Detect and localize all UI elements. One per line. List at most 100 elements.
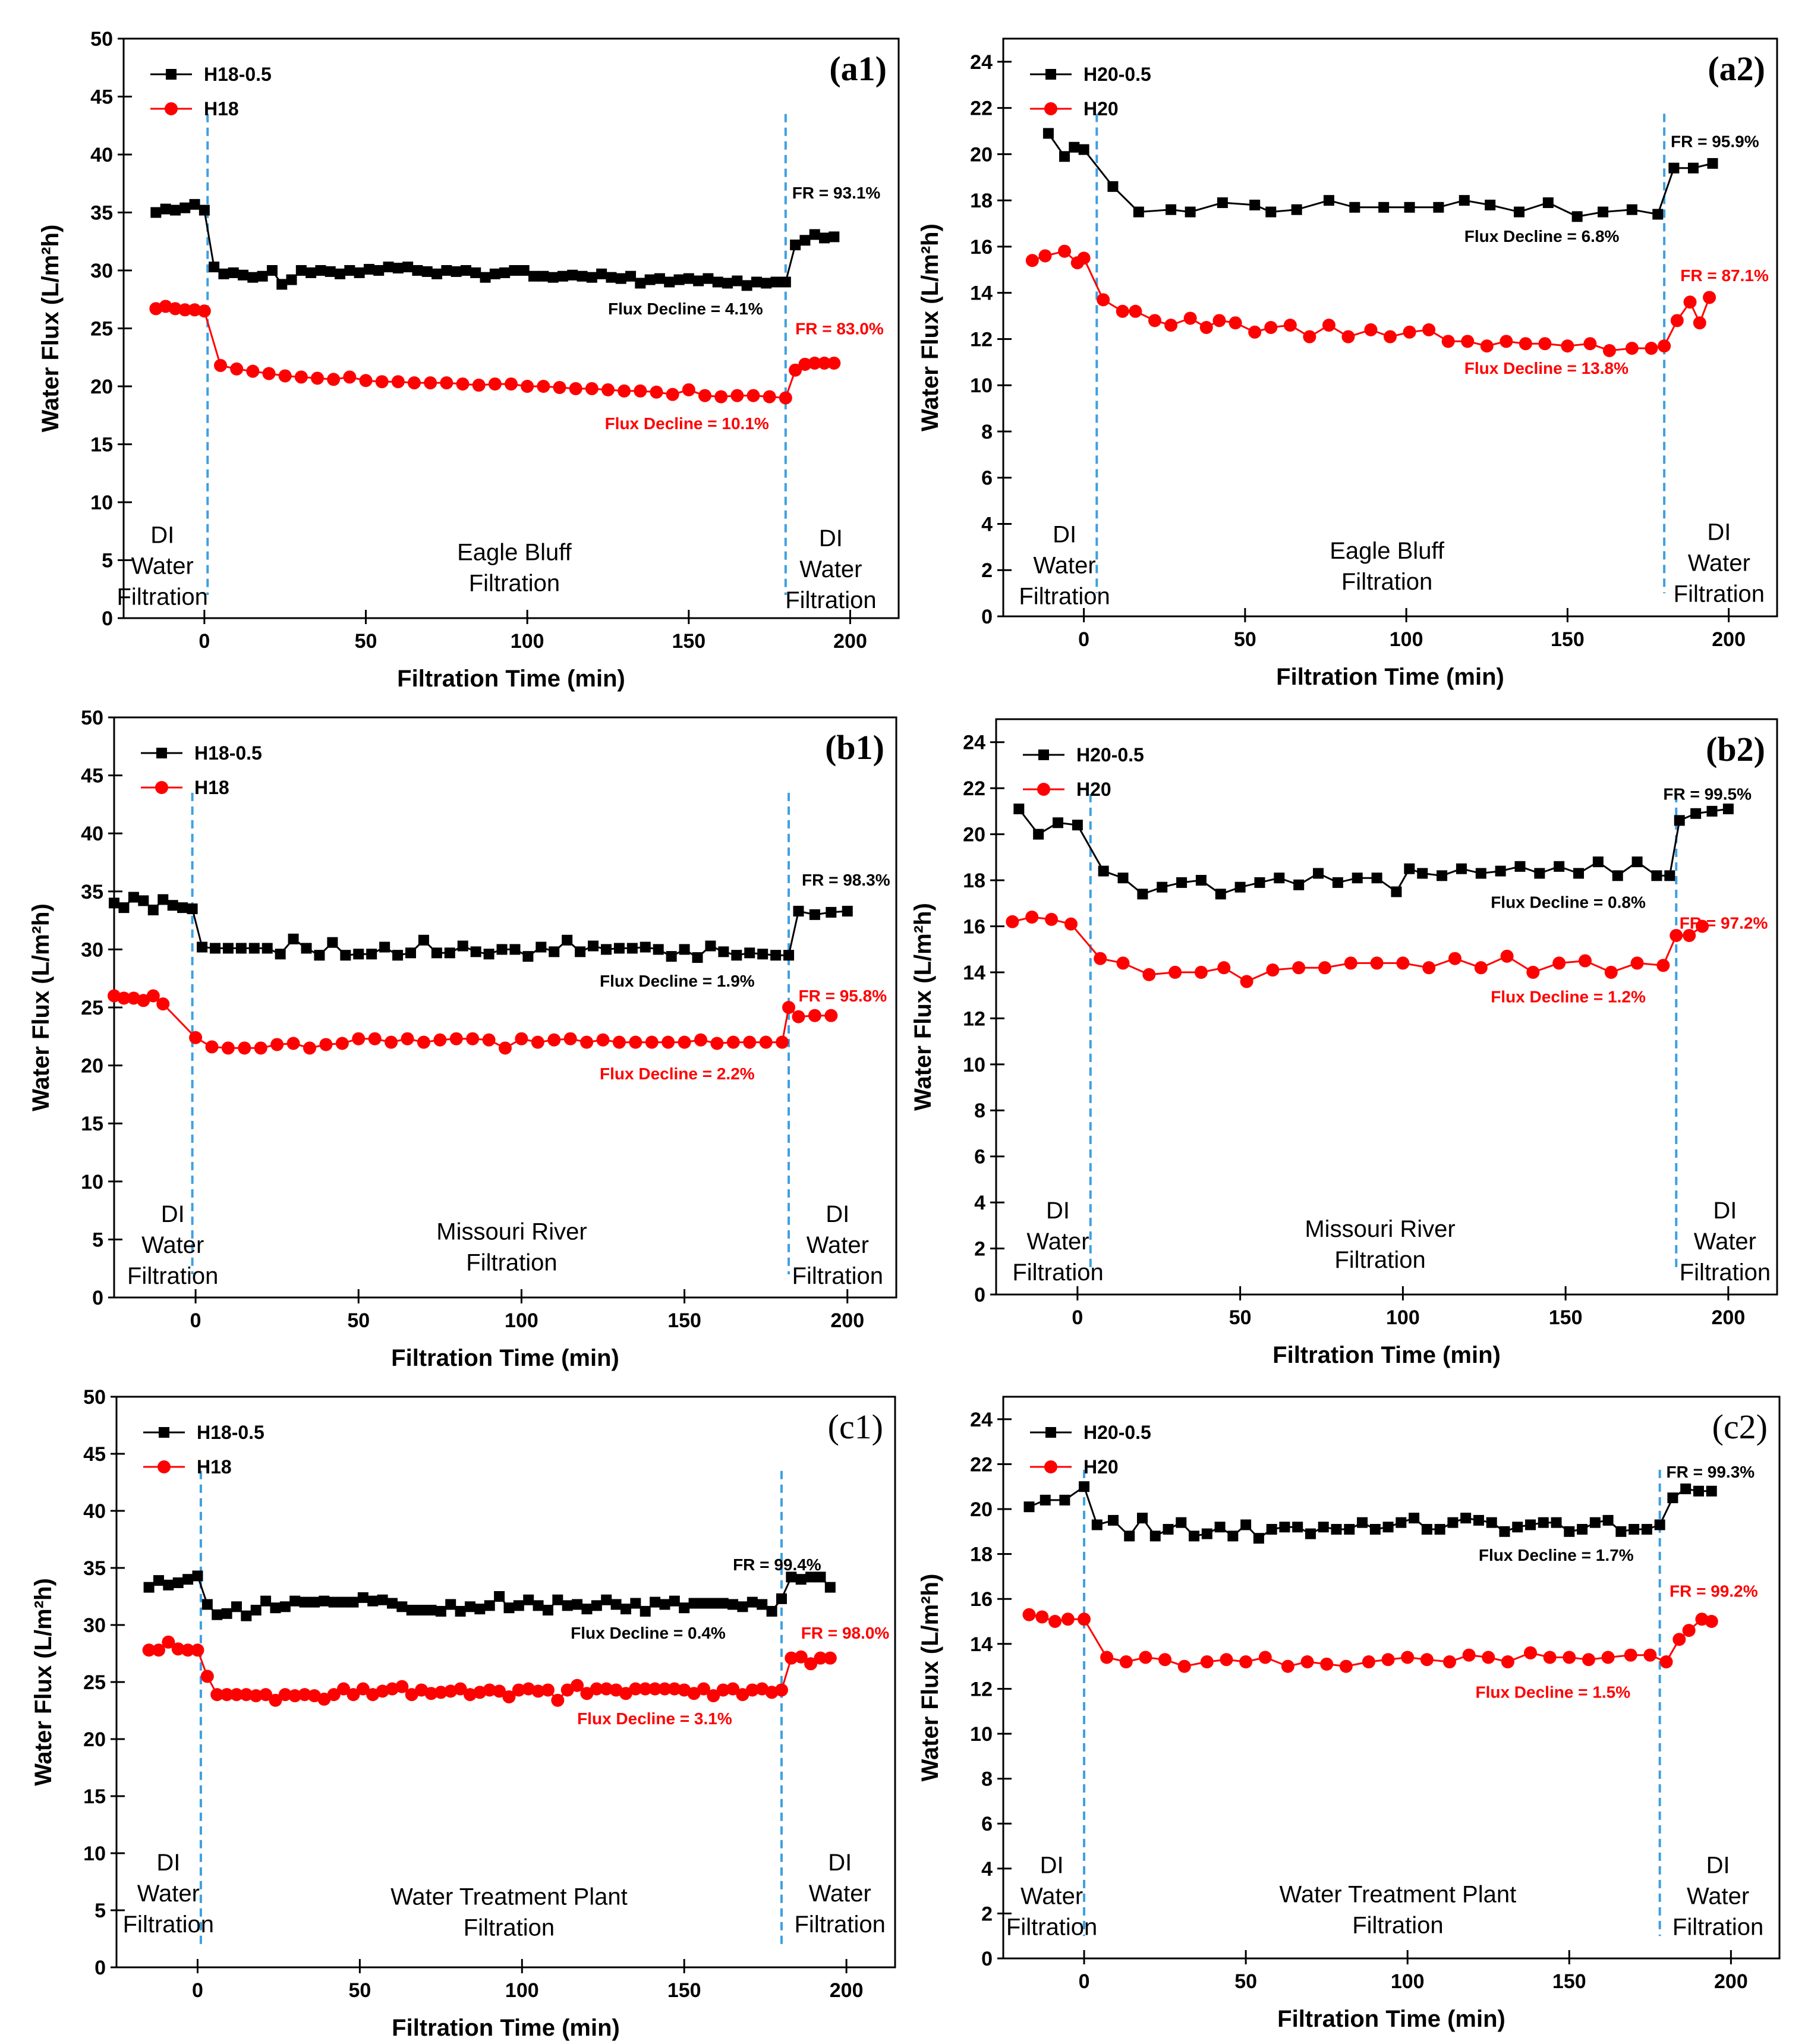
data-point-square bbox=[509, 944, 521, 955]
data-point-circle bbox=[286, 1037, 300, 1050]
data-point-square bbox=[1485, 199, 1496, 210]
data-point-square bbox=[421, 266, 433, 277]
data-point-circle bbox=[618, 384, 631, 398]
y-axis-title: Water Flux (L/m²h) bbox=[917, 223, 943, 432]
data-point-circle bbox=[178, 303, 192, 317]
data-point-circle bbox=[1200, 1655, 1214, 1669]
x-tick-label: 0 bbox=[190, 1309, 201, 1332]
data-point-circle bbox=[1339, 1659, 1353, 1673]
data-point-square bbox=[260, 1595, 272, 1607]
data-point-square bbox=[335, 268, 346, 279]
data-point-square bbox=[1292, 1522, 1303, 1533]
data-point-circle bbox=[1022, 1608, 1036, 1621]
data-point-square bbox=[189, 199, 200, 210]
legend-marker-square bbox=[166, 69, 177, 80]
x-tick-label: 200 bbox=[1714, 1970, 1748, 1993]
data-point-circle bbox=[563, 1032, 577, 1045]
annotation: Flux Decline = 10.1% bbox=[605, 414, 769, 433]
data-point-circle bbox=[537, 380, 550, 393]
data-point-square bbox=[620, 1604, 631, 1615]
data-point-circle bbox=[1129, 304, 1142, 318]
data-point-square bbox=[692, 952, 703, 963]
data-point-square bbox=[581, 1604, 593, 1615]
data-point-circle bbox=[779, 391, 792, 405]
data-point-circle bbox=[1344, 956, 1357, 970]
stage-label-line: DI bbox=[1040, 1852, 1064, 1878]
data-point-square bbox=[301, 943, 312, 954]
data-point-circle bbox=[449, 1032, 463, 1045]
data-point-circle bbox=[405, 1688, 418, 1702]
data-point-circle bbox=[278, 1688, 292, 1702]
data-point-square bbox=[746, 1596, 758, 1608]
data-point-square bbox=[1437, 870, 1448, 881]
stage-label-line: DI bbox=[156, 1850, 180, 1876]
data-point-square bbox=[209, 262, 220, 273]
data-point-circle bbox=[433, 1033, 447, 1047]
annotation: FR = 95.8% bbox=[799, 987, 887, 1005]
data-point-square bbox=[615, 273, 626, 284]
y-tick-label: 12 bbox=[970, 328, 993, 351]
data-point-circle bbox=[327, 1688, 341, 1702]
data-point-circle bbox=[473, 1686, 487, 1699]
data-point-square bbox=[480, 272, 491, 283]
data-point-circle bbox=[142, 1643, 156, 1657]
data-point-circle bbox=[1552, 956, 1566, 970]
plot-frame bbox=[995, 718, 1778, 1296]
data-point-square bbox=[299, 1596, 310, 1608]
data-point-circle bbox=[1630, 956, 1644, 970]
data-point-circle bbox=[385, 1035, 398, 1049]
data-point-square bbox=[562, 1600, 573, 1611]
y-tick-label: 35 bbox=[81, 881, 103, 903]
data-point-square bbox=[451, 266, 462, 277]
data-point-square bbox=[1615, 1526, 1627, 1537]
data-point-square bbox=[247, 272, 259, 283]
data-point-square bbox=[1033, 829, 1044, 840]
annotation: FR = 99.2% bbox=[1670, 1582, 1758, 1600]
data-point-circle bbox=[335, 1037, 349, 1050]
series-H18-0.5 bbox=[143, 1570, 836, 1621]
data-point-circle bbox=[278, 369, 292, 383]
data-point-circle bbox=[1422, 323, 1436, 336]
y-tick-label: 0 bbox=[95, 1957, 106, 1979]
data-point-square bbox=[1217, 197, 1228, 209]
data-point-square bbox=[1534, 868, 1545, 879]
data-point-circle bbox=[214, 358, 227, 372]
y-tick-label: 5 bbox=[95, 1900, 106, 1922]
data-point-circle bbox=[541, 1683, 555, 1697]
data-point-circle bbox=[1341, 330, 1355, 344]
data-point-square bbox=[1053, 817, 1064, 829]
annotation: Flux Decline = 1.2% bbox=[1491, 987, 1646, 1006]
data-point-square bbox=[1514, 861, 1526, 872]
annotation: FR = 98.3% bbox=[802, 871, 890, 889]
data-point-circle bbox=[1318, 961, 1331, 975]
data-point-circle bbox=[1281, 1659, 1294, 1673]
data-point-circle bbox=[776, 1035, 789, 1049]
data-point-square bbox=[435, 1605, 446, 1617]
data-point-square bbox=[1680, 1483, 1692, 1494]
data-point-circle bbox=[726, 1682, 740, 1696]
data-point-square bbox=[644, 274, 656, 285]
data-point-square bbox=[445, 1599, 456, 1610]
data-point-square bbox=[1409, 1513, 1420, 1524]
data-point-square bbox=[567, 269, 578, 281]
data-point-circle bbox=[1500, 335, 1513, 348]
legend: H20-0.5 H20 bbox=[1023, 744, 1144, 800]
panel-label: (b1) bbox=[825, 728, 884, 767]
data-point-circle bbox=[662, 1035, 675, 1049]
data-point-circle bbox=[152, 1643, 165, 1657]
data-point-square bbox=[659, 1599, 670, 1610]
data-point-square bbox=[109, 897, 119, 909]
data-point-square bbox=[630, 1598, 641, 1609]
x-tick-label: 0 bbox=[199, 630, 210, 653]
data-point-square bbox=[533, 1600, 544, 1611]
data-point-square bbox=[1434, 1524, 1445, 1535]
x-tick-label: 50 bbox=[1234, 628, 1256, 651]
data-point-square bbox=[1189, 1530, 1200, 1542]
data-point-circle bbox=[521, 380, 534, 393]
data-point-circle bbox=[1077, 251, 1091, 265]
data-point-circle bbox=[1025, 910, 1039, 924]
y-tick-label: 4 bbox=[981, 1858, 993, 1881]
data-point-circle bbox=[238, 1041, 251, 1055]
data-point-circle bbox=[463, 1688, 477, 1702]
data-point-square bbox=[402, 262, 414, 273]
